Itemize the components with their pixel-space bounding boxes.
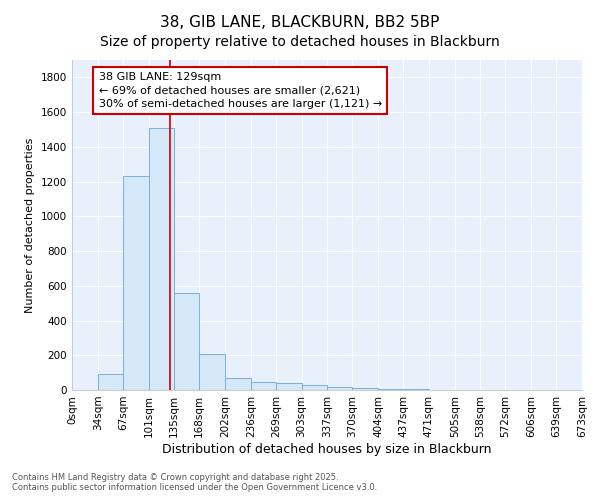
Bar [199, 354, 225, 390]
Y-axis label: Number of detached properties: Number of detached properties [25, 138, 35, 312]
Bar [352, 388, 378, 390]
Bar [123, 176, 149, 390]
Text: Size of property relative to detached houses in Blackburn: Size of property relative to detached ho… [100, 35, 500, 49]
Bar [302, 385, 328, 390]
X-axis label: Distribution of detached houses by size in Blackburn: Distribution of detached houses by size … [162, 442, 492, 456]
Bar [173, 292, 199, 390]
Bar [251, 382, 276, 390]
Text: Contains HM Land Registry data © Crown copyright and database right 2025.
Contai: Contains HM Land Registry data © Crown c… [12, 473, 377, 492]
Bar [149, 128, 173, 390]
Bar [225, 378, 251, 390]
Bar [328, 386, 352, 390]
Text: 38 GIB LANE: 129sqm
← 69% of detached houses are smaller (2,621)
30% of semi-det: 38 GIB LANE: 129sqm ← 69% of detached ho… [98, 72, 382, 108]
Bar [98, 374, 123, 390]
Bar [276, 382, 302, 390]
Text: 38, GIB LANE, BLACKBURN, BB2 5BP: 38, GIB LANE, BLACKBURN, BB2 5BP [160, 15, 440, 30]
